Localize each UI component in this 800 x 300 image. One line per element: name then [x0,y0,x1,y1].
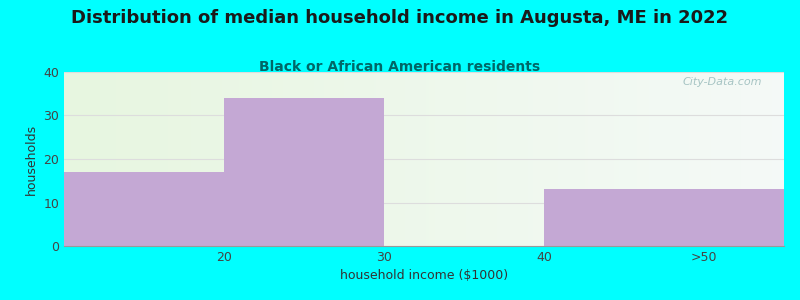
Text: City-Data.com: City-Data.com [683,77,762,87]
X-axis label: household income ($1000): household income ($1000) [340,269,508,282]
Bar [224,98,384,246]
Y-axis label: households: households [25,123,38,195]
Text: Black or African American residents: Black or African American residents [259,60,541,74]
Bar [64,172,224,246]
Text: Distribution of median household income in Augusta, ME in 2022: Distribution of median household income … [71,9,729,27]
Bar [544,190,784,246]
